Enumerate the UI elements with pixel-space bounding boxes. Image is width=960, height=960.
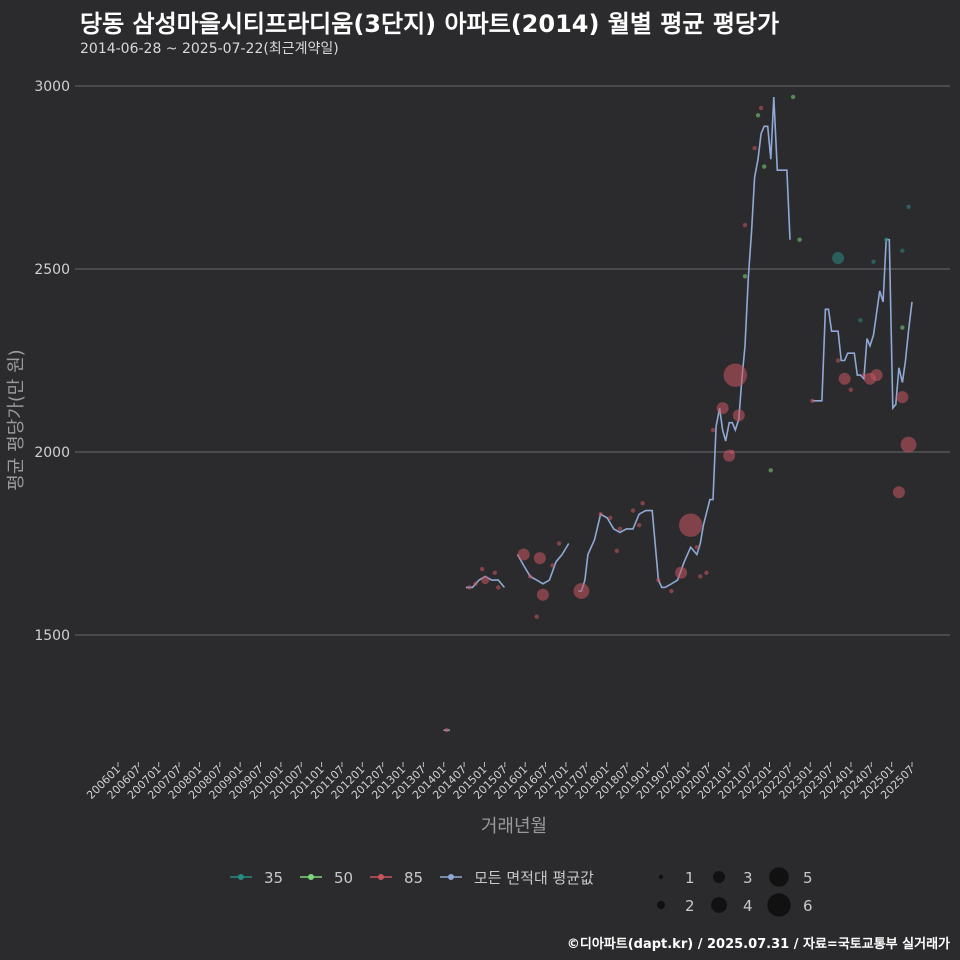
legend-dot-50 <box>308 874 314 880</box>
average-line-segment <box>578 96 791 592</box>
point-area-85 <box>896 391 909 404</box>
point-area-85 <box>496 585 501 590</box>
point-area-85 <box>444 727 449 733</box>
point-area-85 <box>640 501 645 506</box>
point-area-85 <box>550 563 555 568</box>
y-tick-label: 2000 <box>34 445 70 461</box>
point-area-35 <box>871 259 876 264</box>
point-area-85 <box>758 105 764 111</box>
legend-dot-35 <box>238 874 244 880</box>
legend-label: 85 <box>404 869 423 887</box>
point-area-85 <box>835 358 841 363</box>
point-area-85 <box>723 363 748 387</box>
grid-lines <box>75 85 950 636</box>
x-axis-label: 거래년월 <box>481 816 547 837</box>
point-area-85 <box>716 402 729 415</box>
point-area-85 <box>479 566 485 572</box>
point-area-85 <box>732 409 745 422</box>
point-area-85 <box>533 552 546 565</box>
point-area-85 <box>528 574 533 579</box>
legend-label: 모든 면적대 평균값 <box>474 869 594 887</box>
legend-size-dot <box>656 900 666 910</box>
point-area-50 <box>790 94 796 100</box>
point-area-85 <box>704 570 709 575</box>
y-tick-label: 2500 <box>34 262 70 278</box>
legend-size-dot <box>769 867 789 887</box>
y-axis-ticks: 1500 2000 2500 3000 <box>34 79 70 644</box>
point-area-85 <box>656 577 661 583</box>
point-area-85 <box>752 146 757 151</box>
point-area-85 <box>492 570 497 575</box>
point-area-85 <box>556 541 562 546</box>
legend-label: 35 <box>264 869 283 887</box>
point-area-50 <box>768 468 773 473</box>
point-area-35 <box>884 237 889 242</box>
legend-size-label: 6 <box>803 897 813 915</box>
point-area-50 <box>762 164 767 169</box>
chart-title: 당동 삼성마을시티프라디움(3단지) 아파트(2014) 월별 평균 평당가 <box>80 10 780 38</box>
legend-size-dot <box>658 874 664 880</box>
point-area-35 <box>858 318 863 323</box>
average-line-segment <box>516 543 570 585</box>
average-line-segment <box>812 238 913 411</box>
point-area-85 <box>536 588 549 601</box>
legend-size-dot <box>713 871 725 883</box>
point-area-85 <box>467 585 472 590</box>
legend-size-dot <box>767 893 791 917</box>
source-credit: ©디아파트(dapt.kr) / 2025.07.31 / 자료=국토교통부 실… <box>566 937 950 952</box>
point-area-50 <box>755 113 761 118</box>
chart-subtitle: 2014-06-28 ~ 2025-07-22(최근계약일) <box>80 41 339 57</box>
point-area-85 <box>838 372 851 385</box>
point-area-35 <box>832 252 845 265</box>
point-area-85 <box>848 387 854 392</box>
point-area-50 <box>900 325 905 330</box>
point-area-85 <box>694 544 700 550</box>
point-area-85 <box>573 583 590 599</box>
point-area-35 <box>900 248 905 253</box>
legend-size-label: 5 <box>803 869 813 887</box>
legend: 35 50 85 모든 면적대 평균값 1 2 3 4 5 6 <box>230 867 813 917</box>
point-area-85 <box>892 486 905 499</box>
legend-size-dot <box>711 897 727 913</box>
point-area-85 <box>900 436 917 453</box>
legend-dot-85 <box>378 874 384 880</box>
legend-size-label: 4 <box>743 897 753 915</box>
y-tick-label: 1500 <box>34 628 70 644</box>
point-area-85 <box>678 513 703 537</box>
point-area-85 <box>608 515 613 521</box>
point-area-85 <box>517 548 530 561</box>
point-area-85 <box>598 512 603 517</box>
point-area-85 <box>810 398 815 403</box>
scatter-points <box>444 94 917 733</box>
legend-size-label: 2 <box>685 897 695 915</box>
point-area-85 <box>614 548 619 554</box>
y-tick-label: 3000 <box>34 79 70 95</box>
legend-label: 50 <box>334 869 353 887</box>
point-area-85 <box>534 614 539 619</box>
point-area-85 <box>669 588 674 594</box>
point-area-50 <box>742 274 748 279</box>
point-area-85 <box>481 576 490 585</box>
legend-size-label: 3 <box>743 869 753 887</box>
point-area-85 <box>630 508 636 513</box>
point-area-50 <box>797 237 802 242</box>
point-area-85 <box>870 369 883 382</box>
point-area-35 <box>906 204 911 209</box>
point-area-85 <box>636 523 642 528</box>
point-area-85 <box>675 566 688 579</box>
point-area-85 <box>730 449 735 455</box>
point-area-85 <box>698 574 703 579</box>
point-area-85 <box>473 581 478 586</box>
point-area-85 <box>742 222 748 228</box>
point-area-85 <box>617 526 623 532</box>
y-axis-label: 평균 평당가(만 원) <box>6 349 27 490</box>
legend-dot-모든 면적대 평균값 <box>448 874 454 880</box>
point-area-85 <box>710 427 716 433</box>
legend-size-label: 1 <box>685 869 695 887</box>
x-axis-ticks: 2006012006072007012007072008012008072009… <box>84 762 917 802</box>
